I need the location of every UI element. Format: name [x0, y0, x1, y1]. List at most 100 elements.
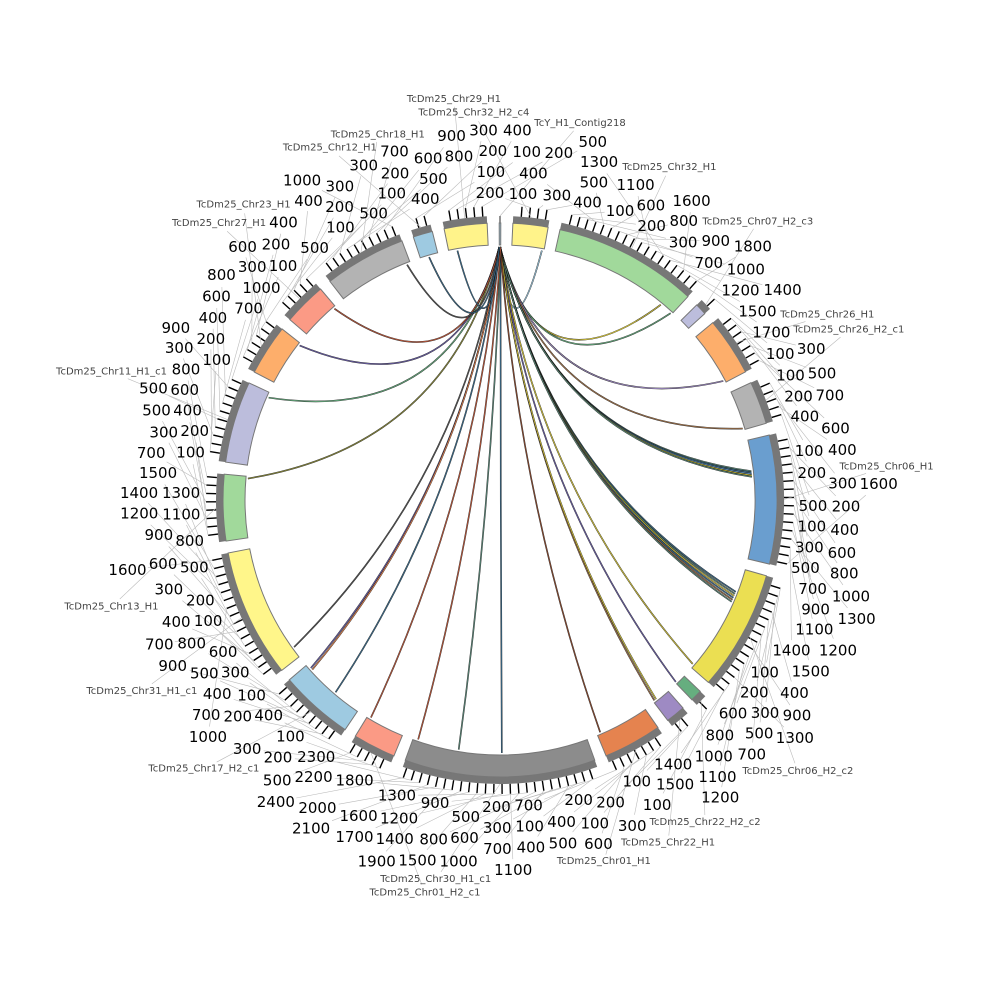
ideogram-TcDm25_Chr17_H2_c1	[288, 664, 359, 731]
tick-label: 600	[719, 704, 748, 722]
label-leader-line	[119, 507, 217, 600]
tick-label: 300	[469, 121, 498, 139]
tick-mark	[314, 720, 323, 730]
ideogram-tick-band	[411, 224, 433, 239]
tick-mark	[778, 553, 789, 557]
label-leader-line	[579, 216, 636, 225]
label-leader-line	[631, 175, 666, 249]
tick-mark	[683, 275, 691, 284]
tick-label: 700	[192, 706, 221, 724]
label-leader-line	[734, 677, 785, 728]
chromosome-label: TcDm25_Chr30_H1_c1	[379, 874, 491, 885]
label-leader-line	[185, 503, 219, 585]
tick-mark	[520, 206, 523, 217]
link	[500, 246, 657, 700]
chromosome-label: TcDm25_Chr17_H2_c1	[147, 763, 259, 774]
label-leader-line	[299, 211, 308, 285]
tick-label: 600	[149, 555, 178, 573]
label-leader-line	[416, 793, 486, 829]
label-leader-line	[765, 336, 841, 401]
tick-mark	[680, 718, 689, 727]
tick-mark	[215, 426, 226, 431]
link	[499, 246, 732, 603]
label-leader-line	[187, 380, 208, 477]
tick-label: 1000	[727, 261, 765, 279]
tick-label: 200	[832, 498, 861, 516]
tick-label: 100	[766, 345, 795, 363]
tick-label: 400	[269, 213, 298, 231]
label-leader-line	[219, 680, 303, 719]
tick-label: 700	[483, 840, 512, 858]
tick-label: 1000	[440, 853, 478, 871]
tick-mark	[780, 454, 791, 458]
ideogram-TcDm25_Chr01_H2_c1	[354, 716, 404, 757]
link-outline	[370, 246, 501, 718]
tick-mark	[265, 321, 275, 329]
tick-mark	[777, 561, 788, 565]
link	[334, 246, 500, 343]
tick-mark	[745, 352, 755, 359]
label-leader-line	[543, 778, 593, 817]
tick-mark	[782, 471, 793, 474]
tick-label: 1400	[376, 830, 414, 848]
tick-label: 600	[828, 544, 857, 562]
tick-mark	[253, 654, 263, 662]
label-leader-line	[423, 161, 483, 217]
tick-mark	[332, 257, 340, 267]
tick-mark	[217, 418, 228, 423]
label-leader-line	[758, 360, 815, 389]
tick-label: 300	[669, 233, 698, 251]
tick-mark	[305, 278, 314, 287]
link	[457, 246, 500, 309]
tick-label: 700	[737, 746, 766, 764]
tick-mark	[765, 600, 776, 605]
label-leader-line	[793, 513, 844, 586]
tick-mark	[770, 584, 781, 590]
tick-label: 200	[381, 164, 410, 182]
label-leader-line	[781, 414, 810, 496]
tick-label: 600	[414, 149, 443, 167]
tick-mark	[222, 402, 233, 407]
label-leader-line	[222, 706, 291, 714]
label-leader-line	[354, 189, 421, 245]
label-leader-line	[245, 257, 267, 322]
tick-label: 800	[445, 147, 474, 165]
label-leader-line	[601, 766, 625, 834]
tick-mark	[218, 581, 229, 586]
link	[293, 246, 500, 648]
label-leader-line	[440, 783, 501, 873]
label-leader-line	[772, 390, 807, 462]
label-leader-line	[790, 455, 808, 537]
tick-mark	[353, 244, 360, 254]
tick-mark	[229, 611, 240, 617]
tick-mark	[636, 242, 643, 252]
label-leader-line	[573, 758, 640, 813]
label-leader-line	[201, 578, 246, 647]
tick-label: 500	[580, 174, 609, 192]
tick-mark	[448, 210, 452, 221]
tick-label: 1100	[698, 768, 736, 786]
tick-mark	[257, 661, 267, 669]
label-leader-line	[210, 349, 212, 444]
tick-mark	[368, 236, 375, 247]
ideogram-TcDm25_Chr32_H2_c4	[511, 222, 549, 250]
chromosome-label: TcDm25_Chr06_H2_c2	[741, 766, 853, 777]
tick-label: 1400	[763, 281, 801, 299]
tick-label: 200	[180, 422, 209, 440]
tick-mark	[281, 301, 291, 310]
label-leader-line	[212, 328, 216, 427]
tick-mark	[769, 405, 779, 411]
link-outline	[311, 246, 501, 671]
tick-label: 200	[482, 798, 511, 816]
tick-label: 500	[263, 771, 292, 789]
ideogram-tick-band	[690, 689, 706, 705]
ideogram-TcDm25_Chr11_H1_c1	[225, 382, 270, 466]
tick-label: 400	[791, 408, 820, 426]
tick-label: 200	[223, 707, 252, 725]
label-leader-line	[750, 345, 807, 368]
tick-label: 2300	[297, 748, 335, 766]
tick-label: 700	[380, 143, 409, 161]
label-leader-line	[192, 464, 209, 536]
tick-mark	[481, 206, 484, 217]
link	[499, 246, 743, 429]
